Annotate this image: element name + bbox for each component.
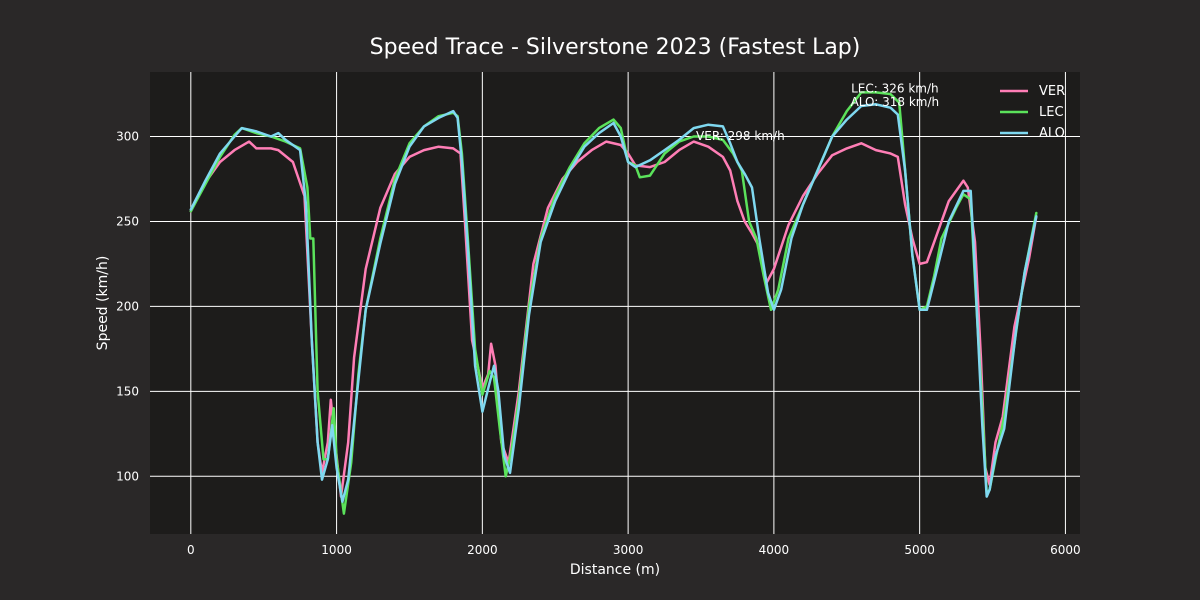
y-tick-label: 300 bbox=[116, 130, 139, 144]
chart-title: Speed Trace - Silverstone 2023 (Fastest … bbox=[370, 35, 861, 60]
legend-label-lec: LEC bbox=[1039, 105, 1064, 120]
annotation-label: LEC: 326 km/h bbox=[851, 81, 939, 95]
axis-ticks: 0 1000 2000 3000 4000 5000 6000 100 150 200 250 300 bbox=[116, 130, 1081, 557]
x-axis-label: Distance (m) bbox=[570, 562, 660, 578]
series-layer bbox=[189, 91, 1038, 515]
y-tick-label: 150 bbox=[116, 384, 139, 398]
y-axis-label: Speed (km/h) bbox=[95, 256, 111, 351]
series-line-alo bbox=[189, 103, 1038, 503]
y-tick-label: 200 bbox=[116, 299, 139, 313]
annotation-label: VER: 298 km/h bbox=[696, 129, 785, 143]
x-tick-label: 3000 bbox=[613, 543, 644, 557]
legend-label-ver: VER bbox=[1039, 84, 1065, 99]
grid bbox=[150, 72, 1080, 534]
x-tick-label: 1000 bbox=[321, 543, 352, 557]
series-line-ver bbox=[189, 140, 1038, 498]
annotation-label: ALO: 318 km/h bbox=[851, 95, 940, 109]
y-tick-label: 100 bbox=[116, 469, 139, 483]
x-tick-label: 4000 bbox=[759, 543, 790, 557]
y-tick-label: 250 bbox=[116, 214, 139, 228]
x-tick-label: 5000 bbox=[904, 543, 935, 557]
x-tick-label: 6000 bbox=[1050, 543, 1081, 557]
x-tick-label: 0 bbox=[187, 543, 195, 557]
plot-area bbox=[150, 72, 1080, 534]
legend-label-alo: ALO bbox=[1039, 126, 1065, 141]
x-tick-label: 2000 bbox=[467, 543, 498, 557]
legend: VER LEC ALO bbox=[1000, 84, 1065, 141]
